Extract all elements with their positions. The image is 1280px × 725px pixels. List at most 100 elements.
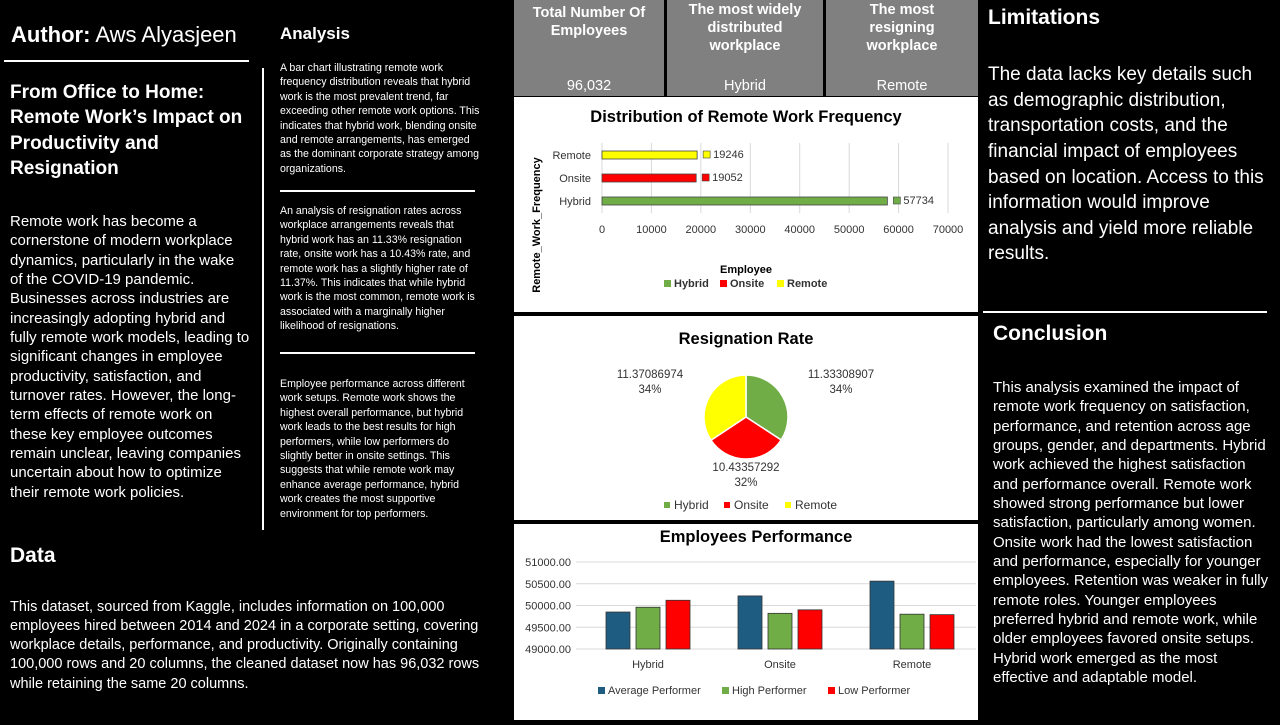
analysis-paragraph-3: Employee performance across different wo… [280, 378, 465, 520]
kpi-value: Remote [876, 78, 928, 94]
y-tick-label: 49000.00 [525, 644, 571, 656]
performance-bar-chart: Employees Performance 49000.00 49500.00 50… [525, 528, 976, 697]
kpi-total-employees: Total Number Of Employees 96,032 [514, 0, 664, 96]
pie-percent-label: 34% [638, 384, 661, 396]
kpi-most-distributed: The most widely distributed workplace Hy… [667, 0, 823, 96]
data-label-marker [702, 150, 711, 159]
legend-swatch [777, 280, 784, 287]
bar-high-performer [899, 613, 925, 650]
x-tick-label: 30000 [735, 224, 766, 236]
bar-low-performer [929, 614, 955, 650]
legend-label: Onsite [734, 498, 769, 512]
kpi-value: 96,032 [566, 78, 612, 94]
x-tick-label: 60000 [883, 224, 914, 236]
x-tick-label: 40000 [784, 224, 815, 236]
legend-swatch [720, 280, 727, 287]
data-label: 19246 [713, 149, 744, 161]
x-tick-label: 0 [599, 224, 605, 236]
author-divider [4, 60, 249, 62]
limitations-heading: Limitations [988, 6, 1101, 29]
chart-title: Resignation Rate [679, 330, 814, 348]
pie-value-label: 11.37086974 [617, 369, 684, 381]
kpi-value: Hybrid [724, 78, 766, 94]
analysis-vertical-divider [262, 68, 264, 530]
analysis-divider-2 [280, 352, 475, 354]
legend-label: Average Performer [608, 685, 701, 697]
resignation-pie-chart: Resignation Rate 11.33308907 34% 10.433572… [617, 330, 874, 512]
analysis-paragraph-2: An analysis of resignation rates across … [280, 205, 475, 333]
pie-percent-label: 32% [734, 477, 757, 489]
x-tick-label: 20000 [686, 224, 717, 236]
data-label-marker [893, 196, 901, 205]
data-label: 19052 [712, 172, 743, 184]
kpi-label: The most widely distributed workplace [688, 2, 802, 55]
limitations-text: The data lacks key details such as demog… [988, 64, 1264, 265]
x-tick-label: 10000 [636, 224, 667, 236]
legend-label: Low Performer [838, 685, 910, 697]
legend-label: Remote [795, 498, 837, 512]
chart-title: Distribution of Remote Work Frequency [590, 108, 902, 126]
data-heading: Data [10, 544, 56, 567]
chart-panel-distribution: Distribution of Remote Work Frequency 19… [514, 97, 978, 312]
legend-swatch [664, 280, 671, 287]
bar-average-performer [737, 595, 763, 650]
y-tick-label: 51000.00 [525, 557, 571, 569]
kpi-label: Total Number Of Employees [532, 5, 646, 40]
bar-average-performer [869, 580, 895, 650]
legend-swatch [785, 502, 791, 508]
pie-slice-remote [703, 374, 747, 442]
x-tick-label: 50000 [834, 224, 865, 236]
legend-label: Remote [787, 278, 827, 290]
pie-value-label: 11.33308907 [808, 369, 874, 381]
chart-panel-performance: Employees Performance 49000.00 49500.00 50… [514, 524, 978, 720]
x-tick-label: Remote [893, 659, 932, 671]
analysis-paragraph-1: A bar chart illustrating remote work fre… [280, 62, 480, 175]
pie-slice-onsite [709, 416, 783, 460]
author-label: Author: [11, 22, 91, 47]
intro-text: Remote work has become a cornerstone of … [10, 213, 250, 501]
y-tick-label: Hybrid [559, 196, 591, 208]
bar-low-performer [665, 599, 691, 650]
conclusion-heading: Conclusion [993, 322, 1108, 345]
y-axis-label: Remote_Work_Frequency [531, 156, 543, 292]
kpi-label: The most resigning workplace [866, 2, 938, 55]
analysis-heading: Analysis [280, 24, 350, 43]
legend-swatch [828, 687, 835, 694]
analysis-divider-1 [280, 190, 475, 192]
y-tick-label: 50000.00 [525, 601, 571, 613]
bar-hybrid [601, 196, 888, 206]
bar-low-performer [797, 609, 823, 650]
distribution-bar-chart: Distribution of Remote Work Frequency 19… [531, 108, 964, 293]
bar-high-performer [635, 606, 661, 650]
bar-average-performer [605, 611, 631, 650]
legend-swatch [598, 687, 605, 694]
y-tick-label: 49500.00 [525, 622, 571, 634]
y-tick-label: 50500.00 [525, 579, 571, 591]
bar-remote [601, 150, 698, 160]
x-tick-label: Hybrid [632, 659, 664, 671]
legend-label: Hybrid [674, 498, 709, 512]
kpi-most-resigning: The most resigning workplace Remote [826, 0, 978, 96]
data-label: 57734 [903, 195, 934, 207]
chart-panel-resignation: Resignation Rate 11.33308907 34% 10.433572… [514, 316, 978, 520]
legend-swatch [724, 502, 730, 508]
pie-value-label: 10.43357292 [712, 462, 779, 474]
y-tick-label: Onsite [559, 173, 591, 185]
bar-high-performer [767, 612, 793, 650]
data-text: This dataset, sourced from Kaggle, inclu… [10, 599, 480, 692]
legend-label: Hybrid [674, 278, 709, 290]
x-axis-label: Employee [720, 264, 772, 276]
chart-title: Employees Performance [660, 528, 853, 546]
x-tick-label: 70000 [933, 224, 964, 236]
y-tick-label: Remote [552, 150, 591, 162]
right-divider [983, 311, 1267, 313]
author-name: Aws Alyasjeen [95, 22, 237, 47]
conclusion-text: This analysis examined the impact of rem… [993, 379, 1269, 687]
data-label-marker [701, 173, 710, 182]
page-title: From Office to Home: Remote Work’s Impac… [10, 82, 243, 179]
bar-onsite [601, 173, 697, 183]
x-tick-label: Onsite [764, 659, 796, 671]
legend-label: Onsite [730, 278, 764, 290]
legend-swatch [664, 502, 670, 508]
author-line: Author: Aws Alyasjeen [11, 22, 237, 48]
